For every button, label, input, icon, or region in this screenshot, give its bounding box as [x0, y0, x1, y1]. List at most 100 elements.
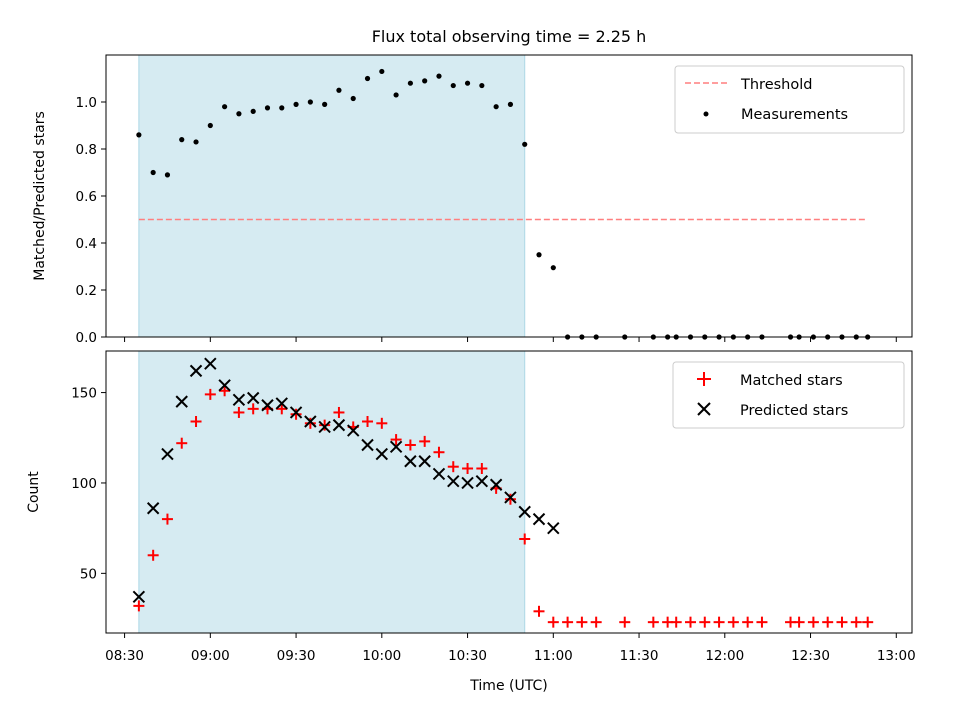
matched-star-point [533, 605, 545, 617]
matched-star-point [647, 616, 659, 628]
x-tick-label: 11:30 [620, 648, 659, 664]
matched-star-point [233, 406, 245, 418]
matched-star-point [476, 463, 488, 474]
predicted-star-point [189, 364, 203, 378]
y-tick-label: 1.0 [76, 95, 97, 111]
chart-title: Flux total observing time = 2.25 h [372, 27, 647, 46]
legend-ratio: Threshold Measurements [674, 65, 905, 134]
predicted-star-point [375, 447, 389, 461]
predicted-star-point [304, 415, 317, 428]
matched-star-point [319, 419, 331, 431]
matched-star-point [433, 446, 445, 458]
matched-star-point [504, 493, 516, 505]
measurement-point [364, 75, 371, 82]
x-tick-label: 13:00 [877, 648, 916, 664]
matched-star-point [547, 616, 559, 628]
measurement-point [307, 99, 313, 105]
measurement-point [222, 104, 228, 110]
predicted-star-point [146, 502, 160, 515]
measurement-point [193, 139, 199, 145]
predicted-star-point [432, 467, 446, 481]
observing-window-shade [138, 54, 526, 338]
measurement-point [479, 82, 485, 89]
predicted-star-point [532, 512, 546, 526]
predicted-star-point [418, 455, 431, 468]
measurement-point [207, 122, 213, 129]
predicted-star-point [232, 393, 246, 407]
y-ticks-ratio: 0.0 0.2 0.4 0.6 0.8 1.0 [76, 95, 106, 346]
measurement-point [293, 101, 299, 107]
y-axis-label-count: Count [26, 471, 42, 513]
y-axis-label-ratio: Matched/Predicted stars [32, 111, 48, 281]
predicted-star-point [161, 447, 174, 461]
predicted-star-point [361, 438, 374, 452]
matched-star-point [333, 406, 345, 418]
matched-star-point [404, 439, 416, 451]
legend-measurements-swatch [703, 111, 709, 117]
matched-star-point [133, 600, 145, 612]
measurement-point [136, 132, 142, 138]
predicted-star-point [204, 357, 217, 370]
x-tick-label: 11:00 [534, 648, 573, 664]
x-tick-label: 10:30 [448, 648, 487, 664]
matched-star-point [807, 616, 819, 628]
matched-star-point [304, 417, 316, 429]
predicted-star-point [404, 455, 417, 468]
matched-star-point [793, 616, 805, 628]
predicted-star-point [447, 474, 460, 488]
predicted-star-point [218, 379, 231, 392]
measurement-point [164, 172, 171, 178]
axes-frame-ratio [105, 54, 913, 338]
matched-star-point [447, 461, 459, 473]
matched-star-point [276, 403, 288, 415]
matched-star-point [290, 408, 302, 420]
measurement-point [350, 95, 356, 102]
measurement-point [407, 80, 413, 86]
measurement-point [550, 265, 556, 271]
matched-star-point [576, 616, 588, 628]
measurement-point [279, 105, 285, 111]
measurement-point [236, 111, 242, 117]
predicted-star-point [347, 424, 360, 437]
predicted-star-point [547, 521, 560, 535]
matched-star-point [147, 549, 159, 561]
predicted-star-point [318, 420, 331, 434]
y-tick-label: 0.8 [76, 142, 97, 158]
measurement-point [422, 78, 428, 84]
predicted-star-points [132, 357, 560, 604]
measurement-point [507, 101, 514, 107]
x-tick-label: 12:30 [791, 648, 830, 664]
matched-star-point [362, 416, 374, 427]
predicted-star-point [275, 397, 288, 410]
predicted-star-point [389, 440, 403, 454]
predicted-star-point [461, 476, 474, 490]
predicted-star-point [489, 478, 503, 491]
matched-star-point [619, 616, 631, 628]
measurement-point [250, 108, 256, 114]
matched-star-point [713, 616, 725, 628]
legend-matched-label: Matched stars [740, 373, 843, 389]
matched-star-point [862, 616, 874, 628]
measurement-point [450, 82, 456, 89]
y-tick-label: 0.4 [76, 236, 97, 252]
measurement-point [464, 80, 471, 86]
measurement-point [393, 92, 399, 98]
matched-star-point [684, 616, 696, 628]
matched-star-point [562, 616, 574, 628]
matched-star-point [519, 533, 531, 545]
matched-star-point [219, 385, 231, 397]
x-tick-label: 12:00 [705, 648, 744, 664]
x-ticks-count: 08:30 09:00 09:30 10:00 10:30 11:00 11:30 12:00… [105, 633, 916, 664]
measurement-point [150, 169, 156, 176]
predicted-star-point [475, 474, 489, 488]
predicted-star-point [261, 399, 274, 412]
matched-star-point [590, 616, 602, 628]
legend-count: Matched stars Predicted stars [672, 361, 905, 429]
matched-star-point [850, 616, 862, 628]
matched-star-point [390, 434, 402, 446]
measurement-point [336, 87, 342, 93]
matched-star-point [247, 403, 259, 415]
predicted-star-point [175, 395, 188, 408]
y-tick-label: 0.0 [76, 330, 97, 346]
